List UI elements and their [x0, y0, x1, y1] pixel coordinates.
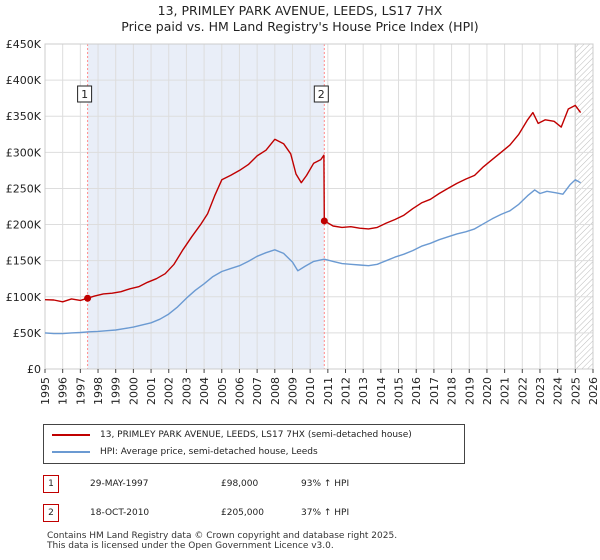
x-tick-label: 2024: [552, 377, 565, 405]
chart-title: 13, PRIMLEY PARK AVENUE, LEEDS, LS17 7HX: [158, 3, 443, 18]
y-tick-label: £350K: [6, 110, 42, 123]
y-tick-label: £200K: [6, 219, 42, 232]
footer-licence: This data is licensed under the Open Gov…: [47, 541, 334, 551]
transaction-hpi-change: 93% ↑ HPI: [301, 479, 350, 489]
legend-item-property: 13, PRIMLEY PARK AVENUE, LEEDS, LS17 7HX…: [52, 427, 412, 443]
legend: 13, PRIMLEY PARK AVENUE, LEEDS, LS17 7HX…: [43, 424, 465, 464]
x-tick-label: 2026: [587, 377, 600, 405]
y-tick-label: £300K: [6, 146, 42, 159]
x-tick-label: 2004: [198, 377, 211, 405]
legend-label-property: 13, PRIMLEY PARK AVENUE, LEEDS, LS17 7HX…: [100, 430, 412, 440]
sale-label-box: [77, 85, 93, 103]
forecast-hatch: [575, 44, 593, 369]
price-chart: 13, PRIMLEY PARK AVENUE, LEEDS, LS17 7HX…: [6, 3, 600, 405]
sale-label: 1: [81, 88, 88, 101]
x-tick-label: 2016: [410, 377, 423, 405]
y-tick-label: £50K: [13, 327, 42, 340]
y-tick-label: £250K: [6, 182, 42, 195]
transaction-hpi-change: 37% ↑ HPI: [301, 508, 350, 518]
x-tick-label: 2010: [304, 377, 317, 405]
legend-swatch-hpi: [52, 450, 90, 453]
x-tick-label: 2012: [340, 377, 353, 405]
transaction-badge: 2: [43, 504, 59, 522]
transaction-price: £205,000: [221, 508, 264, 518]
x-tick-label: 2023: [534, 377, 547, 405]
x-tick-label: 2007: [251, 377, 264, 405]
legend-swatch-property: [52, 433, 90, 436]
footer: Contains HM Land Registry data © Crown c…: [47, 531, 397, 551]
y-tick-label: £0: [27, 363, 41, 376]
x-tick-label: 2003: [180, 377, 193, 405]
transaction-date: 29-MAY-1997: [90, 479, 149, 489]
x-tick-label: 2000: [127, 377, 140, 405]
x-tick-label: 2015: [393, 377, 406, 405]
sale-label: 2: [318, 88, 325, 101]
x-tick-label: 2006: [233, 377, 246, 405]
period-shade: [87, 44, 325, 369]
x-tick-label: 2002: [163, 377, 176, 405]
x-tick-label: 1997: [74, 377, 87, 405]
x-tick-label: 2014: [375, 377, 388, 405]
chart-subtitle: Price paid vs. HM Land Registry's House …: [121, 19, 478, 34]
x-tick-label: 2005: [216, 377, 229, 405]
y-tick-label: £400K: [6, 74, 42, 87]
x-tick-label: 2025: [569, 377, 582, 405]
x-tick-label: 1995: [39, 377, 52, 405]
x-tick-label: 2008: [269, 377, 282, 405]
legend-item-hpi: HPI: Average price, semi-detached house,…: [52, 444, 318, 460]
sale-point: [84, 294, 92, 302]
x-tick-label: 2001: [145, 377, 158, 405]
y-tick-label: £150K: [6, 255, 42, 268]
x-tick-label: 2009: [286, 377, 299, 405]
property-price-line: [44, 104, 582, 303]
x-tick-label: 2017: [428, 377, 441, 405]
x-tick-label: 1999: [110, 377, 123, 405]
transaction-price: £98,000: [221, 479, 259, 489]
x-tick-label: 1998: [92, 377, 105, 405]
x-tick-label: 2011: [322, 377, 335, 405]
transaction-date: 18-OCT-2010: [90, 508, 150, 518]
x-tick-label: 2018: [446, 377, 459, 405]
transaction-badge: 1: [43, 475, 59, 493]
footer-copyright: Contains HM Land Registry data © Crown c…: [47, 531, 398, 541]
legend-label-hpi: HPI: Average price, semi-detached house,…: [100, 447, 318, 457]
hpi-line: [44, 179, 581, 335]
x-tick-label: 2019: [463, 377, 476, 405]
sale-label-box: [313, 85, 329, 103]
y-tick-label: £450K: [6, 38, 42, 51]
plot-area: [44, 43, 594, 370]
y-tick-label: £100K: [6, 291, 42, 304]
x-tick-label: 2021: [499, 377, 512, 405]
sale-point: [320, 217, 328, 225]
x-tick-label: 2020: [481, 377, 494, 405]
x-tick-label: 2013: [357, 377, 370, 405]
x-tick-label: 2022: [516, 377, 529, 405]
x-tick-label: 1996: [57, 377, 70, 405]
